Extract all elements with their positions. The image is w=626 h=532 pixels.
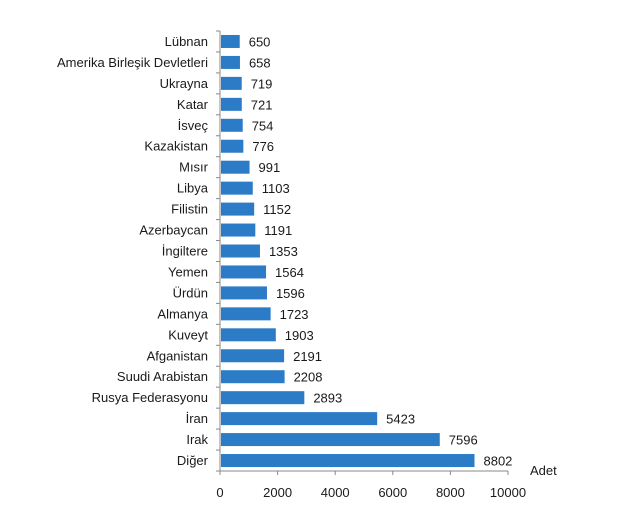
category-label: Suudi Arabistan (117, 369, 208, 384)
data-label: 1191 (264, 223, 292, 238)
category-label: Kazakistan (144, 139, 208, 154)
data-label: 754 (252, 118, 274, 133)
category-label: Filistin (171, 202, 208, 217)
x-tick-label: 2000 (263, 485, 292, 500)
bar (221, 265, 267, 279)
data-label: 1596 (276, 286, 305, 301)
x-tick-label: 10000 (490, 485, 526, 500)
data-label: 1723 (280, 307, 309, 322)
bar (221, 139, 244, 153)
bar (221, 160, 250, 174)
data-label: 719 (251, 76, 273, 91)
x-tick-label: 6000 (378, 485, 407, 500)
data-label: 658 (249, 55, 271, 70)
category-label: Diğer (177, 453, 209, 468)
category-label: Mısır (179, 160, 209, 175)
data-label: 991 (259, 160, 281, 175)
bar (221, 223, 256, 237)
category-label: Katar (177, 97, 209, 112)
bar (221, 118, 243, 132)
bar (221, 454, 475, 468)
data-label: 7596 (449, 433, 478, 448)
data-label: 721 (251, 97, 273, 112)
category-label: Kuveyt (168, 327, 208, 342)
bar (221, 307, 271, 321)
bar (221, 286, 267, 300)
data-label: 8802 (483, 454, 512, 469)
bar (221, 76, 242, 90)
data-label: 650 (249, 34, 271, 49)
category-label: Almanya (157, 306, 208, 321)
bar (221, 328, 276, 342)
bar (221, 349, 285, 363)
category-label: Irak (186, 432, 208, 447)
category-label: Yemen (168, 264, 208, 279)
bar (221, 412, 378, 426)
data-label: 1103 (262, 181, 290, 196)
data-label: 5423 (386, 412, 415, 427)
data-label: 1353 (269, 244, 298, 259)
data-label: 1903 (285, 328, 314, 343)
data-label: 2208 (294, 370, 323, 385)
category-label: Amerika Birleşik Devletleri (57, 55, 208, 70)
category-label: İran (186, 411, 208, 426)
category-label: Afganistan (147, 348, 208, 363)
category-label: Azerbaycan (139, 223, 208, 238)
category-label: Lübnan (165, 34, 208, 49)
x-axis-label: Adet (530, 463, 557, 478)
category-label: İngiltere (162, 244, 208, 259)
x-tick-label: 0 (216, 485, 223, 500)
data-label: 1152 (263, 202, 291, 217)
category-label: Libya (177, 181, 209, 196)
bar (221, 370, 285, 384)
bar (221, 391, 305, 405)
bar (221, 181, 253, 195)
x-tick-label: 4000 (321, 485, 350, 500)
data-label: 2893 (313, 391, 342, 406)
bar (221, 97, 242, 111)
category-label: Ürdün (173, 285, 208, 300)
bar (221, 55, 240, 69)
category-label: İsveç (178, 118, 209, 133)
data-label: 776 (252, 139, 274, 154)
bar (221, 34, 240, 48)
data-label: 1564 (275, 265, 304, 280)
x-tick-label: 8000 (436, 485, 465, 500)
category-label: Ukrayna (160, 76, 209, 91)
bar (221, 202, 255, 216)
data-label: 2191 (293, 349, 322, 364)
category-label: Rusya Federasyonu (92, 390, 208, 405)
bar (221, 244, 260, 258)
bar (221, 433, 440, 447)
